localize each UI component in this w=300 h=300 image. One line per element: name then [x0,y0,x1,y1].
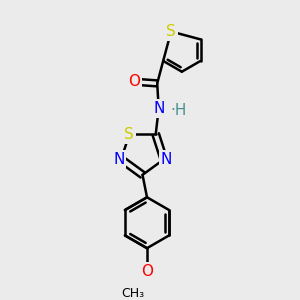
Text: O: O [141,264,153,279]
Text: CH₃: CH₃ [122,287,145,300]
Text: ·H: ·H [170,103,187,118]
Text: N: N [113,152,124,167]
Text: N: N [153,101,164,116]
Text: S: S [166,24,176,39]
Text: N: N [160,152,172,167]
Text: O: O [128,74,140,89]
Text: S: S [124,127,134,142]
